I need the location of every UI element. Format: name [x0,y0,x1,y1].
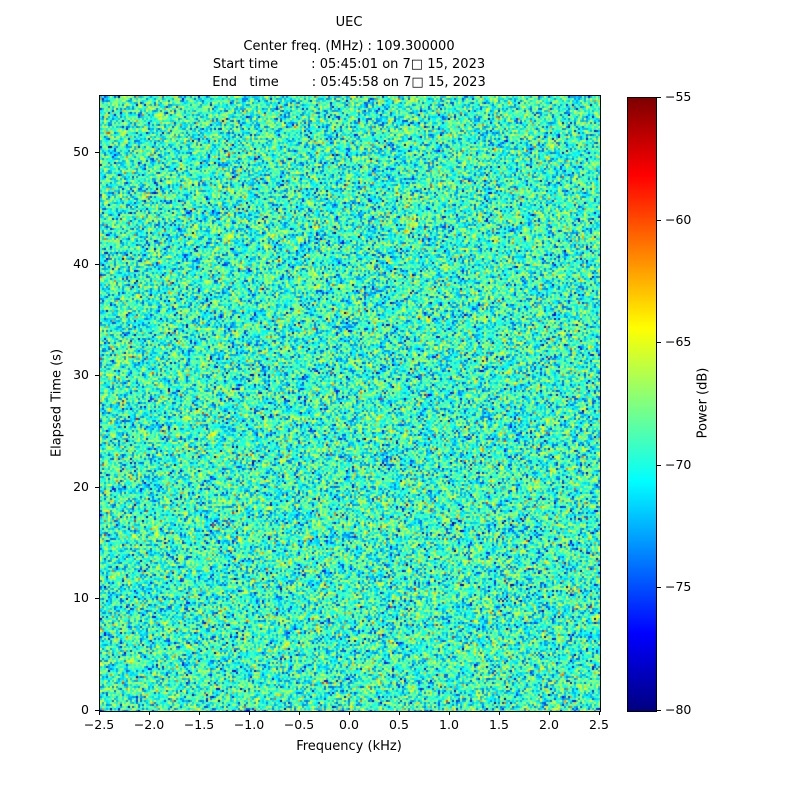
colorbar-tick-label: −80 [665,702,692,717]
chart-title: UEC [335,15,363,30]
spectrogram-heatmap-canvas [100,96,600,711]
x-tick-mark [149,711,150,715]
y-tick-mark [95,598,99,600]
colorbar-tick-label: −70 [665,456,692,472]
x-tick-mark [99,711,100,715]
colorbar-tick-label: −65 [665,334,692,350]
y-tick-mark [95,263,99,265]
y-tick-mark [95,151,99,153]
x-tick-mark [549,711,550,715]
colorbar-tick-label: −55 [665,89,692,104]
x-tick-mark [599,711,600,715]
y-tick-label: 40 [73,255,89,271]
plot-area [99,95,601,712]
colorbar-tick-label: −60 [665,211,692,227]
x-tick-mark [249,711,250,715]
x-tick-label: −1.5 [183,717,215,732]
colorbar-tick-mark [657,97,661,98]
x-axis-label: Frequency (kHz) [296,739,402,754]
x-tick-mark [449,711,450,715]
y-axis-label: Elapsed Time (s) [49,348,65,458]
x-tick-label: 0.5 [389,717,409,732]
colorbar-tick-mark [657,219,661,221]
start-time-line: Start time : 05:45:01 on 7□ 15, 2023 [212,57,486,72]
x-tick-label: −2.0 [133,717,165,732]
x-tick-label: −0.5 [283,717,315,732]
y-tick-label: 50 [73,143,89,159]
colorbar-tick-label: −75 [665,579,692,595]
x-tick-mark [499,711,500,715]
x-tick-label: 2.0 [539,717,559,732]
colorbar-gradient-canvas [628,98,656,711]
x-tick-label: 1.0 [439,717,459,732]
x-tick-label: 0.0 [339,717,359,732]
y-tick-label: 20 [73,478,89,494]
x-tick-label: −1.0 [233,717,265,732]
x-tick-mark [399,711,400,715]
y-tick-mark [95,486,99,488]
x-tick-label: 1.5 [489,717,509,732]
colorbar-tick-mark [657,710,661,711]
x-tick-label: 2.5 [589,717,609,732]
colorbar [627,97,657,712]
end-time-line: End time : 05:45:58 on 7□ 15, 2023 [212,75,486,90]
x-tick-label: −2.5 [83,717,115,732]
x-tick-mark [199,711,200,715]
x-tick-mark [299,711,300,715]
y-tick-label: 10 [73,590,89,606]
colorbar-label: Power (dB) [695,367,711,439]
y-tick-label: 30 [73,367,89,383]
center-freq-line: Center freq. (MHz) : 109.300000 [243,39,455,54]
colorbar-tick-mark [657,587,661,589]
y-tick-mark [95,375,99,377]
y-tick-label: 0 [81,702,89,717]
colorbar-tick-mark [657,464,661,466]
y-tick-mark [95,710,99,711]
x-tick-mark [349,711,350,715]
colorbar-tick-mark [657,342,661,344]
